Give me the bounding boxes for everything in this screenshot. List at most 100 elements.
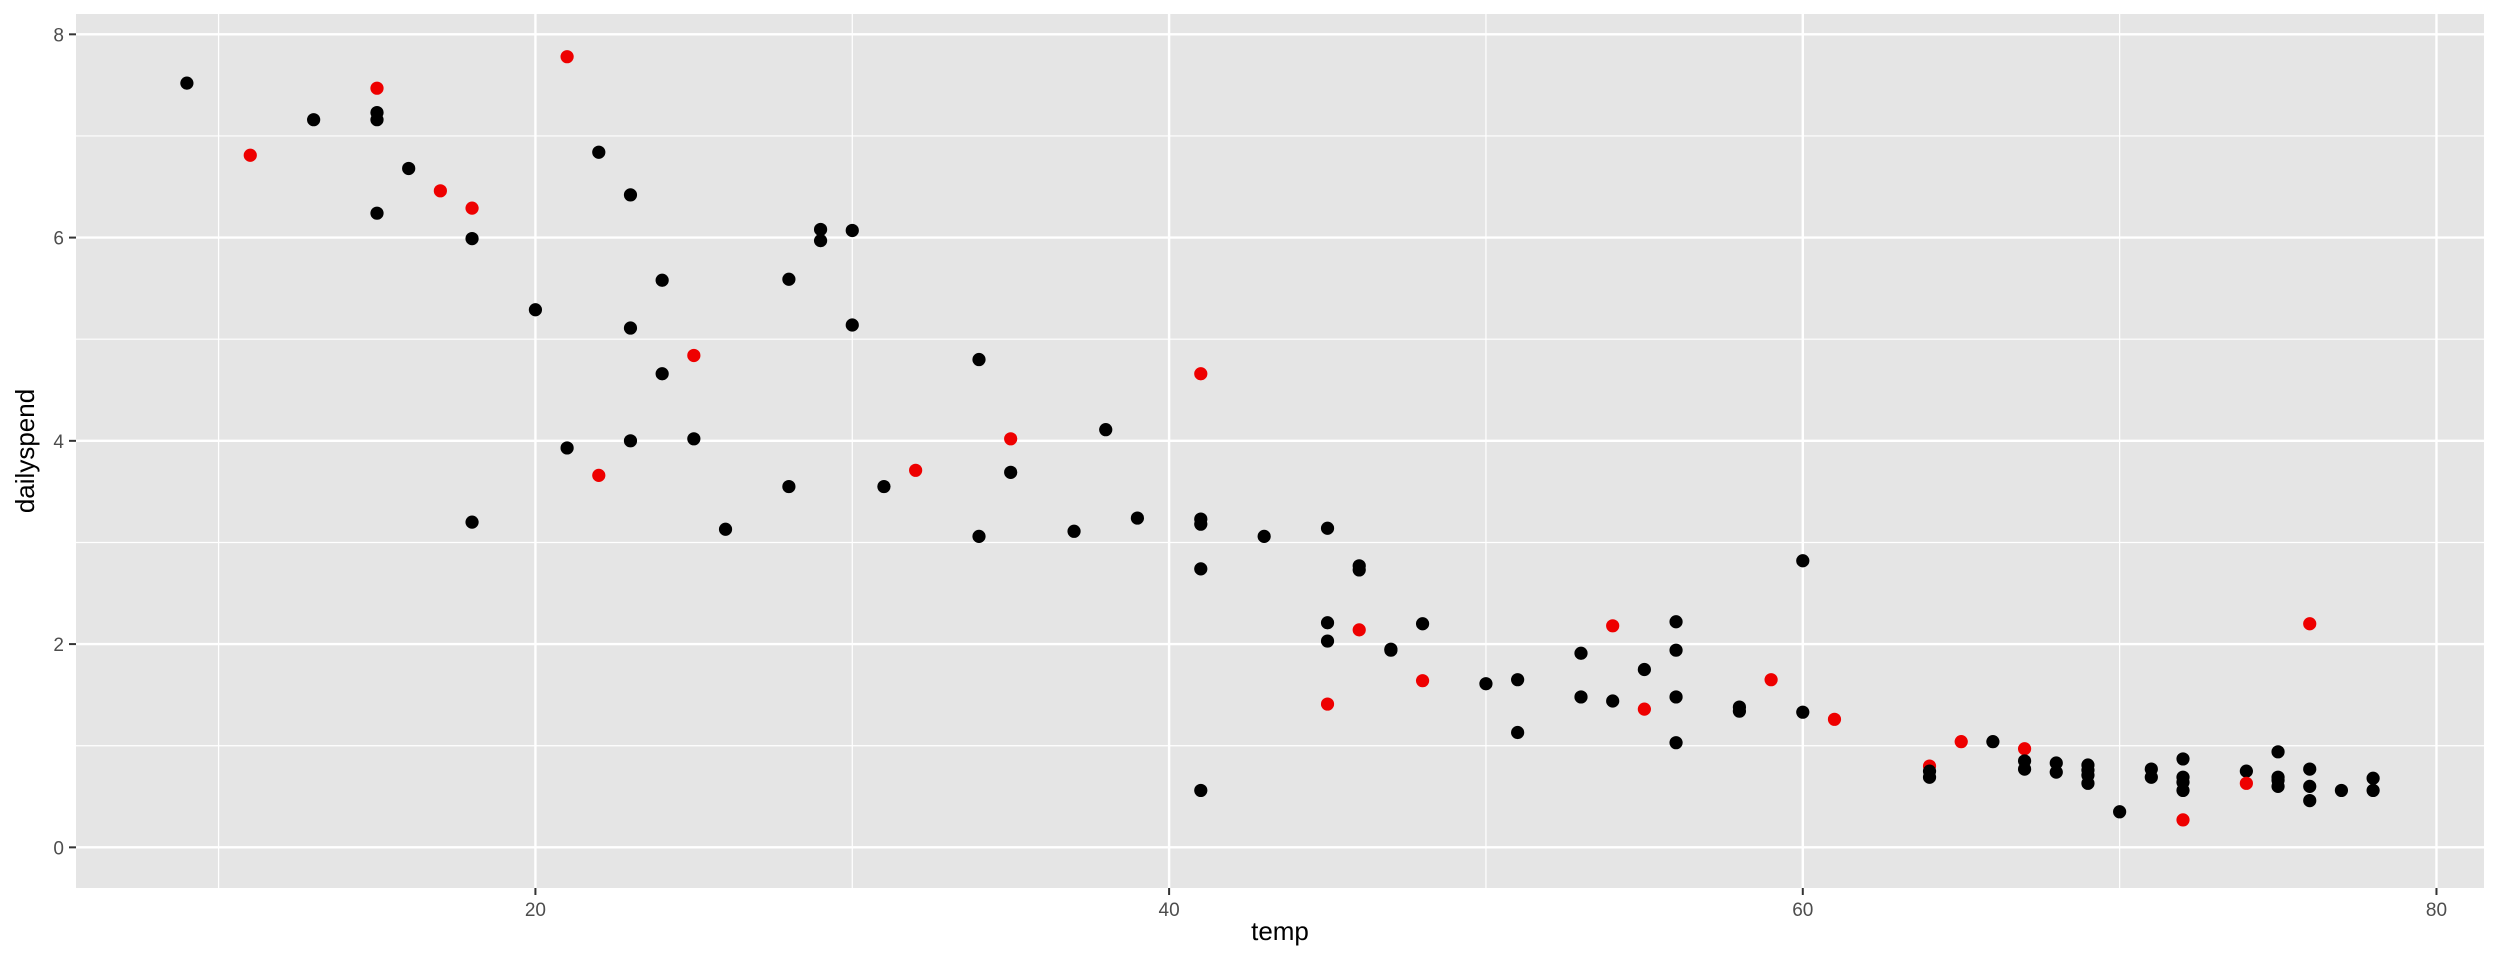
data-point [433, 184, 447, 198]
data-point [909, 463, 923, 477]
data-point [370, 113, 384, 127]
data-point [1479, 677, 1493, 691]
data-point [2049, 765, 2063, 779]
y-axis: 0 2 4 6 8 [53, 25, 76, 859]
data-point [1796, 705, 1810, 719]
data-point [528, 303, 543, 317]
data-point [1764, 673, 1778, 687]
data-point [1606, 619, 1620, 633]
x-tick-label: 20 [525, 900, 546, 921]
data-point [592, 145, 606, 159]
minor-gridlines [76, 14, 2484, 888]
data-point [1669, 615, 1683, 629]
data-point [782, 272, 796, 286]
data-point [813, 234, 828, 248]
data-point [1511, 725, 1525, 740]
data-point [2081, 776, 2095, 790]
data-point [2176, 783, 2190, 798]
data-point [1352, 623, 1366, 637]
data-point [2144, 770, 2158, 784]
data-point [370, 206, 384, 220]
data-point [1669, 690, 1683, 704]
data-point [1415, 674, 1430, 688]
data-point [2271, 745, 2285, 759]
data-point [370, 81, 384, 95]
data-point [2176, 752, 2190, 766]
data-point [1669, 736, 1683, 750]
data-point [2271, 779, 2285, 793]
data-point [465, 231, 479, 246]
x-tick-label: 40 [1159, 900, 1180, 921]
data-point [1352, 563, 1366, 577]
data-point [1320, 697, 1335, 711]
data-point [1320, 616, 1335, 630]
plot-panel [76, 14, 2484, 888]
data-point [1574, 646, 1588, 660]
y-tick-label: 2 [53, 635, 64, 656]
y-tick-label: 8 [53, 25, 64, 46]
data-point [655, 273, 669, 287]
data-point [465, 201, 479, 215]
x-tick-label: 80 [2426, 900, 2447, 921]
y-tick-label: 0 [53, 838, 64, 859]
data-point [687, 348, 701, 363]
data-point [2113, 805, 2127, 819]
data-point [1827, 712, 1842, 726]
major-gridlines [76, 14, 2484, 888]
data-point [687, 432, 701, 446]
y-tick-label: 6 [53, 229, 64, 250]
data-point [2017, 762, 2032, 776]
data-point [655, 367, 669, 381]
data-point [1194, 783, 1208, 798]
data-point [1606, 694, 1620, 708]
data-point [1415, 617, 1430, 631]
data-point [623, 434, 638, 448]
data-point [592, 468, 606, 482]
data-point [972, 352, 986, 367]
data-point [1130, 511, 1145, 525]
data-point [1257, 529, 1271, 543]
data-point [1384, 643, 1398, 657]
data-point [2303, 794, 2317, 808]
y-tick-label: 4 [53, 432, 64, 453]
x-axis-title: temp [1251, 916, 1309, 946]
data-point [1194, 367, 1208, 381]
data-point [1511, 673, 1525, 687]
data-point [1922, 770, 1937, 784]
data-point [2049, 756, 2063, 770]
data-point [2303, 762, 2317, 776]
data-points [180, 50, 2380, 827]
data-point [623, 321, 638, 335]
x-axis: 20 40 60 80 [525, 888, 2447, 921]
data-point [1796, 554, 1810, 568]
data-point [1669, 643, 1683, 657]
data-point [972, 529, 986, 543]
data-point [2303, 617, 2317, 631]
data-point [560, 441, 574, 455]
data-point [180, 76, 194, 90]
data-point [465, 515, 479, 529]
data-point [307, 113, 321, 127]
data-point [2334, 783, 2349, 798]
data-point [1194, 562, 1208, 576]
data-point [1320, 521, 1335, 535]
data-point [402, 161, 416, 176]
data-point [2303, 779, 2317, 793]
data-point [782, 479, 796, 494]
data-point [877, 479, 891, 494]
data-point [243, 148, 257, 162]
data-point [2176, 813, 2190, 827]
data-point [1637, 702, 1651, 716]
data-point [845, 318, 859, 332]
data-point [1099, 423, 1113, 437]
data-point [1194, 517, 1208, 531]
data-point [1732, 704, 1747, 718]
data-point [623, 188, 638, 202]
x-tick-label: 60 [1792, 900, 1813, 921]
data-point [2239, 776, 2253, 790]
data-point [560, 50, 574, 64]
data-point [1067, 524, 1081, 538]
data-point [1004, 432, 1018, 446]
data-point [1954, 735, 1968, 749]
